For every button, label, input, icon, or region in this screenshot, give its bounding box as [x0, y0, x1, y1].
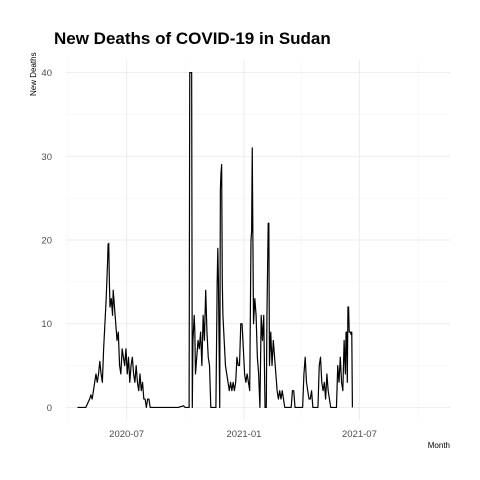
y-tick-label: 40: [41, 68, 52, 79]
grid-layer: [66, 60, 450, 420]
y-tick-label: 30: [41, 152, 52, 163]
x-tick-labels: 2020-07 2021-01 2021-07: [109, 429, 377, 440]
series-line: [77, 71, 354, 409]
x-axis-title: Month: [428, 441, 450, 450]
x-tick-label: 2020-07: [109, 429, 144, 440]
y-tick-label: 10: [41, 319, 52, 330]
plot-layer: [77, 71, 354, 409]
y-axis-title: New Deaths: [29, 52, 38, 96]
y-tick-label: 20: [41, 236, 52, 247]
y-tick-labels: 0 10 20 30 40: [41, 68, 52, 414]
chart-title: New Deaths of COVID-19 in Sudan: [54, 29, 331, 48]
y-tick-label: 0: [47, 403, 52, 414]
x-tick-label: 2021-01: [227, 429, 262, 440]
x-tick-label: 2021-07: [342, 429, 377, 440]
